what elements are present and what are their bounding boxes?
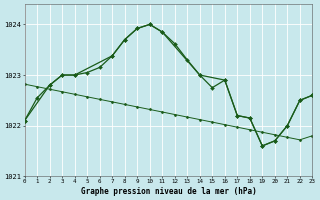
X-axis label: Graphe pression niveau de la mer (hPa): Graphe pression niveau de la mer (hPa) bbox=[81, 187, 256, 196]
